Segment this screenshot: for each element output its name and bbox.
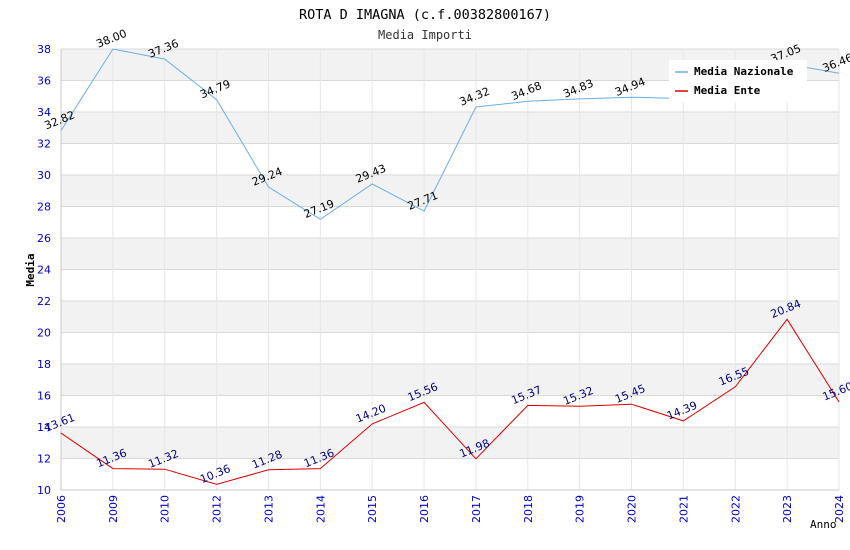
grid-band: [61, 301, 839, 333]
y-tick-label: 20: [37, 327, 51, 340]
y-tick-label: 22: [37, 295, 51, 308]
data-label: 10.36: [198, 462, 232, 486]
x-tick-label: 2022: [729, 495, 742, 523]
x-tick-label: 2014: [314, 495, 327, 523]
y-tick-labels: 10 12 14 16 18 20 22 24 26 28 30 32 34 36 38: [37, 43, 51, 497]
chart-subtitle: Media Importi: [378, 28, 472, 42]
series-line-media-ente: [60, 318, 840, 485]
x-tick-label: 2020: [626, 495, 639, 523]
data-label: 34.32: [458, 85, 492, 109]
data-label: 14.20: [354, 402, 388, 426]
y-tick-label: 18: [37, 358, 51, 371]
y-axis-label: Media: [24, 253, 37, 286]
chart-title: ROTA D IMAGNA (c.f.00382800167): [299, 7, 551, 23]
grid-band: [61, 112, 839, 144]
x-tick-labels: 2006 2009 2010 2012 2013 2014 2015 2016 2017 2018…: [55, 495, 846, 523]
y-tick-label: 30: [37, 169, 51, 182]
x-tick-label: 2010: [159, 495, 172, 523]
y-tick-label: 28: [37, 201, 51, 214]
x-tick-label: 2016: [418, 495, 431, 523]
y-tick-label: 34: [37, 106, 51, 119]
x-tick-label: 2024: [833, 495, 846, 523]
x-axis-label: Anno: [810, 518, 837, 531]
legend: Media Nazionale Media Ente: [669, 60, 807, 102]
plot-background-bands: [61, 49, 839, 459]
y-tick-label: 14: [37, 421, 51, 434]
y-tick-label: 36: [37, 75, 51, 88]
legend-box: [669, 60, 807, 102]
y-tick-label: 12: [37, 453, 51, 466]
x-tick-label: 2021: [677, 495, 690, 523]
y-tick-label: 24: [37, 264, 51, 277]
grid-band: [61, 175, 839, 207]
y-tick-label: 26: [37, 232, 51, 245]
y-tick-label: 38: [37, 43, 51, 56]
x-tick-label: 2009: [107, 495, 120, 523]
x-tick-label: 2012: [211, 495, 224, 523]
x-tick-label: 2018: [522, 495, 535, 523]
y-tick-label: 32: [37, 138, 51, 151]
grid-band: [61, 427, 839, 459]
y-tick-label: 10: [37, 484, 51, 497]
data-label: 38.00: [95, 27, 129, 51]
grid-band: [61, 238, 839, 270]
legend-label: Media Ente: [694, 84, 761, 97]
x-tick-label: 2015: [366, 495, 379, 523]
y-tick-label: 16: [37, 390, 51, 403]
legend-label: Media Nazionale: [694, 65, 794, 78]
data-label: 34.68: [509, 79, 543, 103]
x-tick-label: 2023: [781, 495, 794, 523]
x-tick-label: 2017: [470, 495, 483, 523]
data-label: 14.39: [665, 399, 699, 423]
axes: [60, 49, 839, 491]
grid-band: [61, 364, 839, 396]
x-tick-label: 2006: [55, 495, 68, 523]
x-tick-label: 2019: [574, 495, 587, 523]
x-tick-label: 2013: [262, 495, 275, 523]
